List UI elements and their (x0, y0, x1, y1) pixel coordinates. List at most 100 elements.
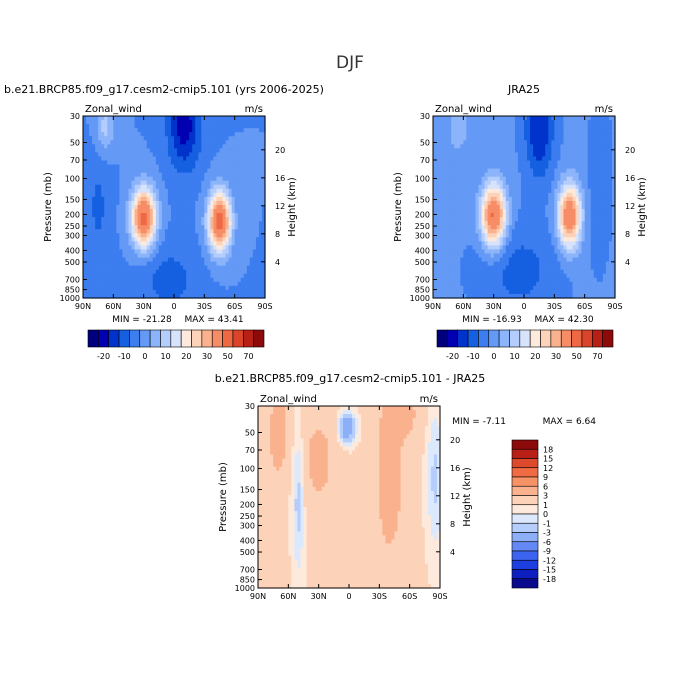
contour-cell (83, 116, 87, 121)
contour-cell (101, 188, 105, 194)
contour-cell (177, 200, 181, 206)
contour-cell (563, 245, 568, 251)
contour-cell (146, 128, 151, 133)
contour-cell (599, 249, 604, 255)
contour-cell (107, 257, 111, 263)
contour-cell (457, 257, 461, 263)
contour-cell (499, 116, 504, 121)
contour-cell (225, 229, 230, 234)
contour-cell (520, 237, 525, 242)
contour-cell (261, 180, 266, 186)
contour-cell (152, 204, 157, 210)
contour-cell (475, 233, 480, 238)
contour-cell (137, 200, 142, 206)
contour-cell (249, 164, 254, 170)
contour-cell (508, 217, 513, 222)
contour-cell (475, 213, 480, 218)
contour-cell (161, 156, 166, 162)
contour-cell (225, 180, 230, 186)
contour-cell (216, 233, 221, 238)
contour-cell (143, 261, 148, 267)
contour-cell (192, 265, 196, 271)
contour-cell (527, 225, 531, 230)
contour-cell (466, 200, 470, 206)
contour-cell (569, 192, 574, 198)
contour-cell (164, 188, 169, 194)
contour-cell (104, 277, 108, 283)
contour-cell (113, 217, 117, 222)
contour-cell (195, 168, 199, 174)
contour-cell (95, 152, 99, 158)
contour-cell (225, 265, 230, 271)
contour-cell (213, 192, 218, 198)
contour-cell (95, 144, 99, 149)
contour-cell (128, 148, 133, 153)
contour-cell (581, 229, 586, 234)
contour-cell (222, 249, 227, 255)
contour-cell (572, 120, 577, 125)
contour-cell (514, 184, 519, 190)
contour-cell (599, 233, 604, 238)
contour-cell (596, 148, 601, 153)
contour-cell (231, 249, 236, 255)
contour-cell (542, 245, 546, 251)
contour-cell (466, 204, 470, 210)
contour-cell (104, 213, 108, 218)
contour-cell (524, 229, 528, 234)
contour-cell (140, 289, 145, 295)
contour-cell (128, 164, 133, 170)
contour-cell (436, 184, 440, 190)
contour-cell (134, 164, 139, 170)
contour-cell (508, 192, 513, 198)
contour-cell (83, 168, 87, 174)
contour-cell (578, 180, 583, 186)
contour-cell (520, 249, 525, 255)
contour-cell (198, 140, 202, 145)
contour-cell (125, 277, 130, 283)
contour-cell (575, 172, 580, 178)
contour-cell (557, 200, 561, 206)
contour-cell (170, 136, 175, 141)
contour-cell (439, 144, 443, 149)
contour-cell (448, 120, 452, 125)
contour-cell (575, 120, 580, 125)
contour-cell (566, 116, 571, 121)
contour-cell (95, 176, 99, 182)
contour-cell (478, 160, 483, 166)
contour-cell (499, 253, 504, 259)
contour-cell (499, 168, 504, 174)
contour-cell (590, 221, 595, 226)
contour-cell (128, 172, 133, 178)
contour-cell (98, 128, 102, 133)
contour-cell (442, 144, 446, 149)
contour-cell (511, 204, 516, 210)
contour-cell (605, 140, 610, 145)
contour-cell (140, 213, 145, 218)
contour-cell (545, 225, 549, 230)
contour-cell (122, 140, 127, 145)
contour-cell (234, 132, 239, 137)
contour-cell (590, 225, 595, 230)
contour-cell (436, 265, 440, 271)
contour-cell (469, 120, 474, 125)
contour-cell (89, 204, 93, 210)
contour-cell (231, 128, 236, 133)
contour-cell (201, 180, 205, 186)
contour-cell (530, 152, 534, 158)
contour-cell (170, 289, 175, 295)
contour-cell (596, 156, 601, 162)
contour-cell (216, 293, 221, 299)
contour-cell (611, 196, 616, 202)
contour-cell (195, 120, 199, 125)
contour-cell (219, 204, 224, 210)
contour-cell (578, 148, 583, 153)
contour-cell (487, 172, 492, 178)
contour-cell (113, 245, 117, 251)
contour-cell (572, 128, 577, 133)
contour-cell (530, 204, 534, 210)
contour-cell (466, 257, 470, 263)
contour-cell (98, 156, 102, 162)
contour-cell (596, 140, 601, 145)
contour-cell (593, 241, 598, 247)
contour-cell (167, 128, 172, 133)
